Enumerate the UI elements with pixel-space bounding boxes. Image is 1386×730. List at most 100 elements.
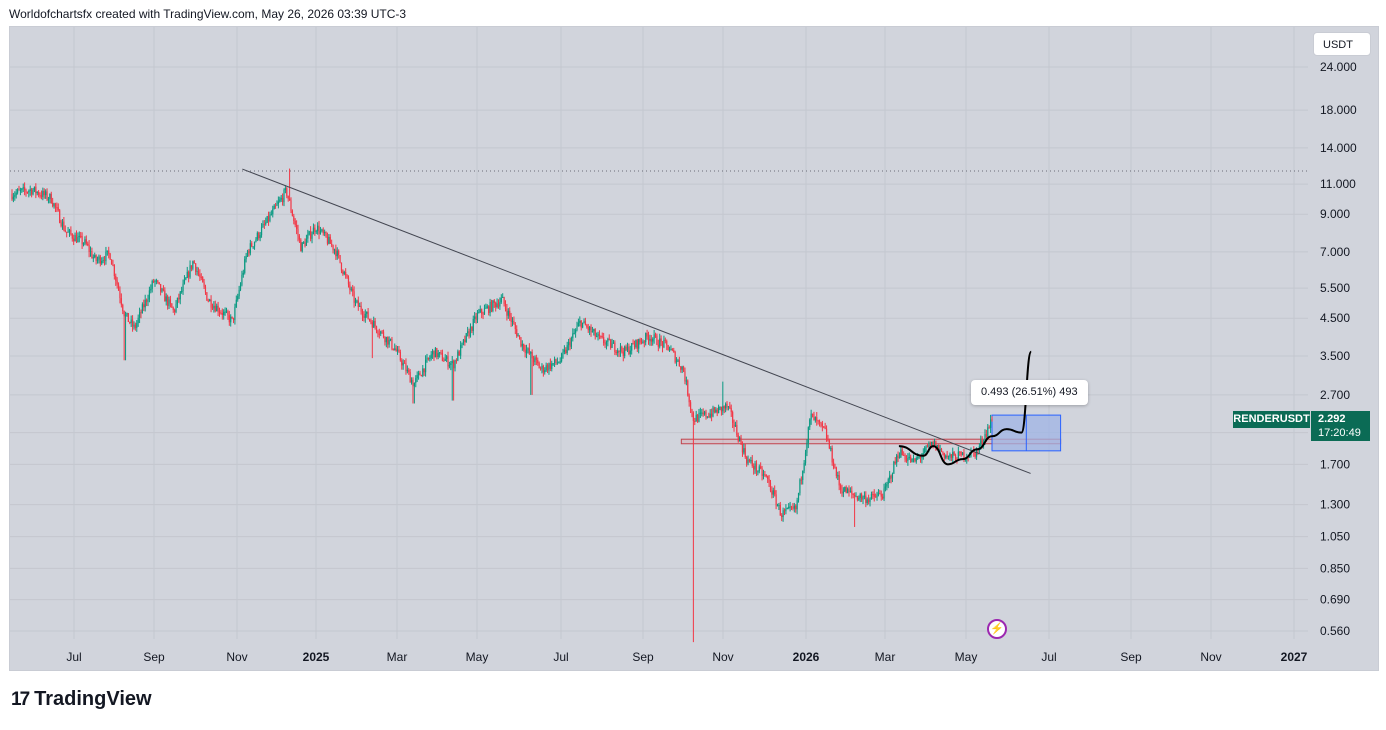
candle-body	[287, 195, 289, 199]
candle-body	[447, 356, 449, 367]
candle-body	[698, 412, 700, 422]
candle-body	[453, 360, 455, 369]
candle-body	[167, 296, 169, 306]
candle-body	[189, 265, 191, 278]
candle-body	[650, 338, 652, 342]
candle-body	[430, 354, 432, 358]
time-tick-label: Sep	[143, 650, 165, 664]
price-tick-label: 7.000	[1320, 245, 1350, 259]
candle-body	[682, 366, 685, 372]
candle-body	[378, 333, 380, 335]
candle-body	[207, 300, 209, 302]
candle-body	[489, 301, 491, 313]
candle-body	[482, 313, 484, 315]
candle-body	[646, 333, 648, 337]
chart-pane[interactable]: 24.000 18.000 14.000 11.000 9.000 7.000 5.500 4…	[9, 26, 1379, 671]
currency-selector[interactable]: USDT	[1313, 32, 1371, 56]
candle-body	[200, 276, 202, 278]
candle-body	[419, 372, 421, 376]
price-tick-label: 5.500	[1320, 281, 1350, 295]
candle-body	[699, 412, 701, 414]
candle-body	[572, 333, 574, 339]
candle-body	[377, 331, 379, 334]
candle-body	[769, 482, 772, 491]
candle-body	[45, 191, 47, 196]
candle-body	[753, 465, 755, 470]
candle-body	[336, 250, 338, 257]
price-tick-label: 11.000	[1320, 177, 1356, 191]
candle-body	[36, 192, 38, 194]
candle-body	[444, 358, 446, 361]
candle-body	[382, 331, 385, 338]
candle-body	[18, 189, 20, 191]
candle-body	[403, 362, 406, 364]
candle-body	[274, 205, 277, 207]
candle-body	[249, 243, 251, 254]
candle-body	[267, 216, 270, 222]
price-chart[interactable]: 24.000 18.000 14.000 11.000 9.000 7.000 5.500 4…	[10, 27, 1378, 670]
candle-body	[462, 339, 465, 343]
candle-body	[957, 451, 959, 461]
candle-body	[175, 304, 177, 312]
price-tick-label: 1.700	[1320, 457, 1350, 471]
candle-body	[530, 351, 532, 354]
candle-body	[558, 362, 560, 364]
candle-body	[806, 442, 808, 453]
candle-body	[296, 224, 298, 230]
candle-body	[322, 229, 324, 234]
candle-body	[636, 340, 638, 349]
candle-body	[942, 451, 944, 453]
time-tick-label: Sep	[1120, 650, 1142, 664]
candle-body	[977, 449, 979, 451]
candle-body	[108, 250, 110, 254]
candle-body	[710, 413, 713, 417]
candle-body	[900, 449, 902, 458]
candle-body	[223, 311, 225, 316]
candle-body	[468, 331, 470, 337]
candle-body	[765, 475, 767, 477]
candle-body	[399, 351, 401, 361]
candle-body	[102, 260, 104, 262]
candle-body	[46, 191, 48, 200]
candle-body	[19, 190, 22, 192]
candle-body	[838, 475, 840, 486]
candle-body	[165, 296, 167, 302]
candle-body	[232, 317, 235, 321]
candle-body	[531, 351, 533, 359]
candle-body	[179, 291, 181, 300]
candle-body	[242, 272, 244, 275]
candle-body	[835, 467, 837, 476]
candle-body	[311, 234, 313, 239]
candle-body	[273, 205, 275, 210]
candle-body	[915, 457, 917, 462]
candle-body	[852, 493, 854, 496]
candle-body	[527, 348, 529, 350]
candle-body	[868, 499, 870, 503]
candle-body	[370, 320, 372, 323]
candle-body	[284, 188, 286, 190]
candle-body	[412, 379, 414, 387]
candle-body	[545, 365, 547, 371]
candle-body	[712, 407, 714, 417]
candle-body	[335, 249, 337, 257]
candle-body	[890, 475, 892, 479]
time-tick-label: Nov	[712, 650, 733, 664]
candle-body	[492, 300, 494, 312]
candle-body	[719, 406, 721, 408]
candle-body	[954, 455, 957, 461]
candle-body	[130, 319, 132, 323]
price-tick-label: 1.050	[1320, 530, 1350, 544]
candle-body	[321, 229, 323, 231]
candle-body	[481, 309, 483, 314]
candle-body	[385, 336, 387, 343]
candle-body	[394, 348, 396, 350]
candle-body	[553, 358, 556, 364]
candle-body	[549, 363, 551, 369]
candle-body	[217, 305, 219, 313]
candle-body	[896, 455, 898, 464]
candle-body	[783, 510, 786, 512]
lightning-icon[interactable]: ⚡	[987, 619, 1007, 639]
candle-body	[474, 316, 476, 320]
candle-body	[91, 250, 93, 259]
candle-body	[50, 193, 52, 204]
